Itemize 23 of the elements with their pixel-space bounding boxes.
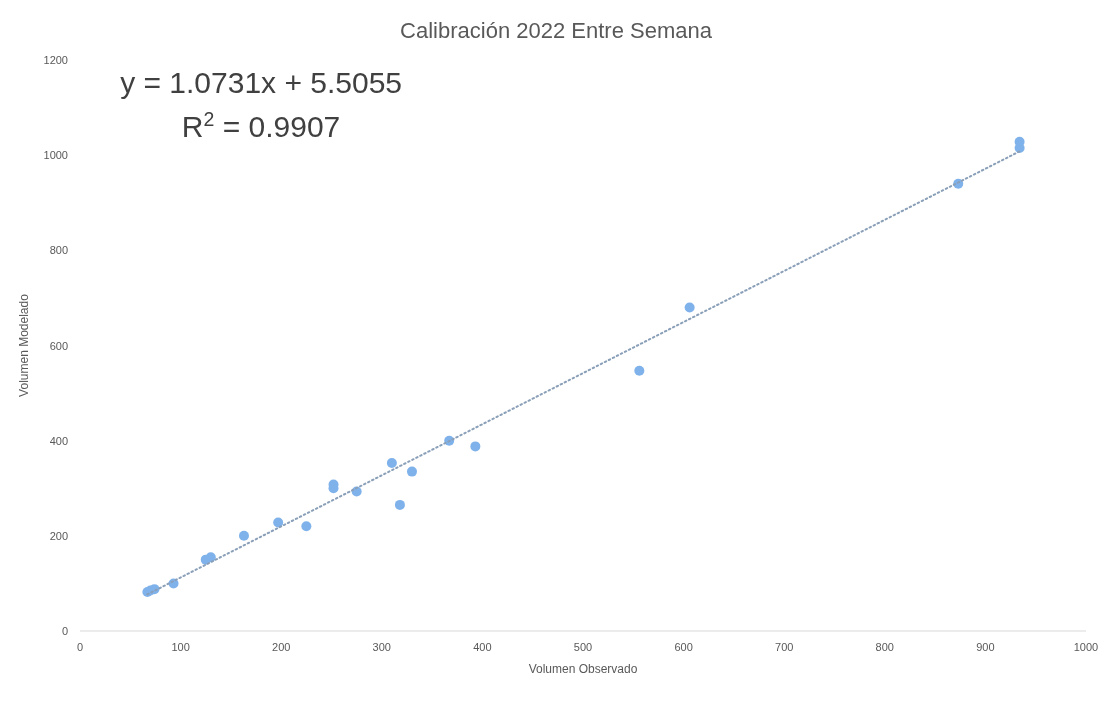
y-tick-label: 200	[49, 529, 68, 542]
x-tick-label: 1000	[1073, 641, 1099, 653]
x-tick-label: 500	[573, 641, 593, 653]
x-axis-title: Volumen Observado	[528, 662, 638, 676]
y-tick-label: 800	[49, 244, 68, 257]
y-tick-label: 0	[61, 625, 68, 637]
y-tick-label: 1000	[43, 149, 68, 162]
y-tick-label: 1200	[43, 54, 68, 66]
y-axis-title: Volumen Modelado	[17, 293, 31, 397]
x-tick-label: 600	[674, 641, 693, 653]
x-tick-label: 100	[171, 641, 190, 653]
y-tick-label: 600	[49, 339, 68, 352]
x-tick-label: 300	[372, 641, 391, 653]
x-tick-label: 200	[272, 641, 291, 653]
annotation: R$^{2}$ = 0.9907	[181, 108, 341, 144]
chart-title: Calibración 2022 Entre Semana	[400, 18, 713, 43]
y-tick-label: 400	[49, 434, 68, 447]
x-tick-label: 900	[976, 641, 995, 653]
x-tick-label: 0	[76, 641, 84, 653]
annotation: y = 1.0731x + 5.5055	[120, 66, 403, 100]
x-tick-label: 400	[473, 641, 492, 653]
x-tick-label: 700	[775, 641, 794, 653]
x-tick-label: 800	[875, 641, 894, 653]
